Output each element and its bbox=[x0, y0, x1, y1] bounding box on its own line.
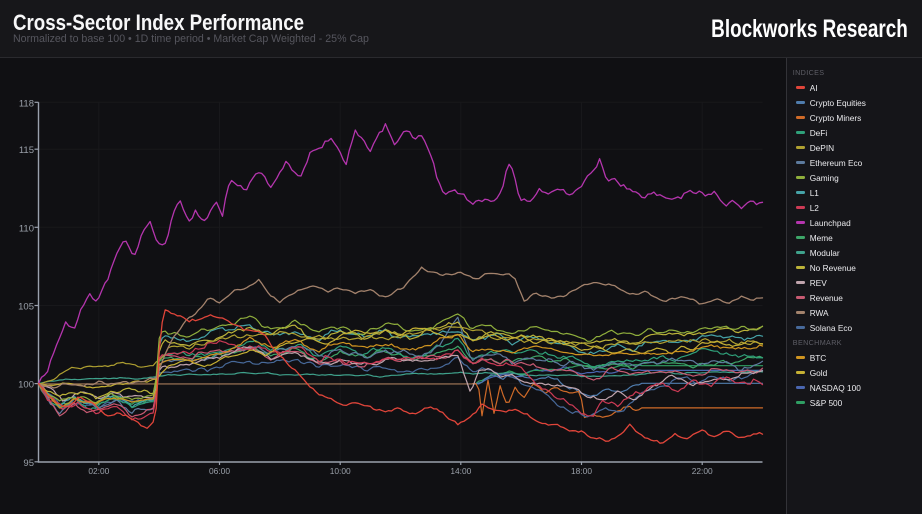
svg-text:105: 105 bbox=[18, 302, 34, 313]
svg-text:22:00: 22:00 bbox=[692, 466, 713, 476]
svg-text:18:00: 18:00 bbox=[571, 466, 592, 476]
svg-text:118: 118 bbox=[19, 98, 34, 109]
svg-text:14:00: 14:00 bbox=[450, 466, 471, 476]
svg-text:115: 115 bbox=[19, 145, 34, 156]
svg-text:10:00: 10:00 bbox=[330, 466, 351, 476]
svg-text:95: 95 bbox=[23, 458, 34, 469]
svg-text:06:00: 06:00 bbox=[209, 466, 230, 476]
svg-text:100: 100 bbox=[18, 380, 34, 391]
svg-text:02:00: 02:00 bbox=[88, 466, 109, 476]
svg-text:110: 110 bbox=[19, 223, 34, 234]
